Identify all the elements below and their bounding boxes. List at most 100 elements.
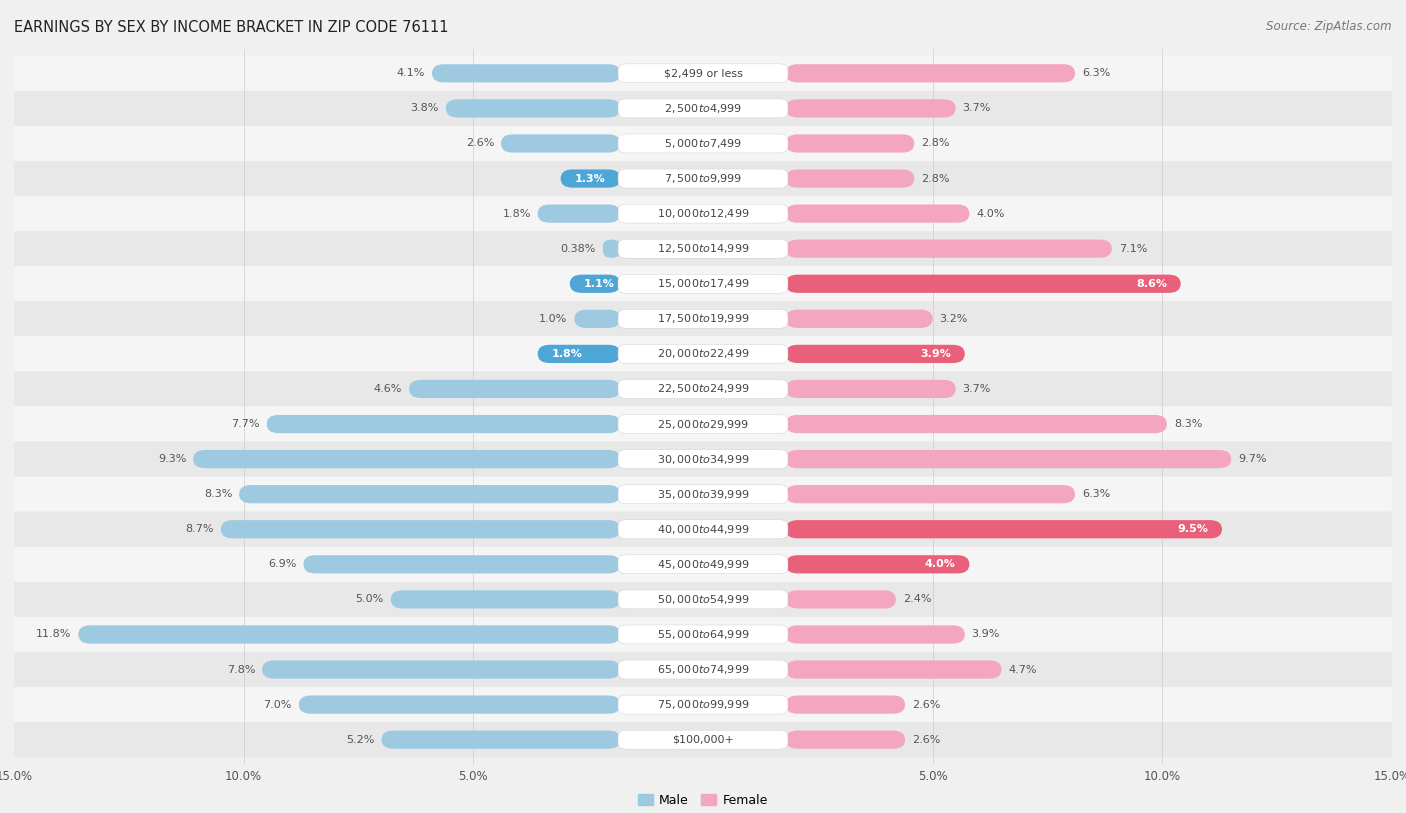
FancyBboxPatch shape bbox=[14, 687, 1392, 722]
Text: 2.4%: 2.4% bbox=[903, 594, 931, 604]
FancyBboxPatch shape bbox=[14, 56, 1392, 91]
FancyBboxPatch shape bbox=[221, 520, 620, 538]
FancyBboxPatch shape bbox=[193, 450, 620, 468]
FancyBboxPatch shape bbox=[786, 520, 1222, 538]
Text: 2.6%: 2.6% bbox=[465, 138, 494, 149]
FancyBboxPatch shape bbox=[619, 204, 787, 223]
FancyBboxPatch shape bbox=[14, 722, 1392, 757]
Text: $2,500 to $4,999: $2,500 to $4,999 bbox=[664, 102, 742, 115]
Text: $10,000 to $12,499: $10,000 to $12,499 bbox=[657, 207, 749, 220]
Text: $65,000 to $74,999: $65,000 to $74,999 bbox=[657, 663, 749, 676]
FancyBboxPatch shape bbox=[561, 169, 620, 188]
Text: 3.7%: 3.7% bbox=[963, 103, 991, 113]
Text: 8.7%: 8.7% bbox=[186, 524, 214, 534]
FancyBboxPatch shape bbox=[619, 380, 787, 398]
FancyBboxPatch shape bbox=[14, 511, 1392, 547]
Text: 5.2%: 5.2% bbox=[346, 735, 374, 745]
FancyBboxPatch shape bbox=[786, 380, 956, 398]
Text: 2.8%: 2.8% bbox=[921, 138, 949, 149]
FancyBboxPatch shape bbox=[619, 625, 787, 644]
Text: 1.8%: 1.8% bbox=[551, 349, 582, 359]
Text: 4.6%: 4.6% bbox=[374, 384, 402, 394]
Text: $45,000 to $49,999: $45,000 to $49,999 bbox=[657, 558, 749, 571]
FancyBboxPatch shape bbox=[619, 274, 787, 293]
FancyBboxPatch shape bbox=[14, 441, 1392, 476]
FancyBboxPatch shape bbox=[786, 450, 1232, 468]
FancyBboxPatch shape bbox=[786, 555, 969, 573]
Text: 3.8%: 3.8% bbox=[411, 103, 439, 113]
FancyBboxPatch shape bbox=[14, 302, 1392, 337]
FancyBboxPatch shape bbox=[619, 134, 787, 153]
Text: 8.6%: 8.6% bbox=[1136, 279, 1167, 289]
FancyBboxPatch shape bbox=[537, 345, 620, 363]
FancyBboxPatch shape bbox=[14, 547, 1392, 582]
Text: 9.7%: 9.7% bbox=[1239, 454, 1267, 464]
Text: 7.0%: 7.0% bbox=[263, 700, 292, 710]
Text: 4.0%: 4.0% bbox=[925, 559, 956, 569]
Text: $7,500 to $9,999: $7,500 to $9,999 bbox=[664, 172, 742, 185]
FancyBboxPatch shape bbox=[501, 134, 620, 153]
Text: 4.0%: 4.0% bbox=[976, 209, 1005, 219]
Text: EARNINGS BY SEX BY INCOME BRACKET IN ZIP CODE 76111: EARNINGS BY SEX BY INCOME BRACKET IN ZIP… bbox=[14, 20, 449, 35]
Text: 8.3%: 8.3% bbox=[204, 489, 232, 499]
Text: 1.1%: 1.1% bbox=[583, 279, 614, 289]
Text: $75,000 to $99,999: $75,000 to $99,999 bbox=[657, 698, 749, 711]
FancyBboxPatch shape bbox=[14, 406, 1392, 441]
Text: $30,000 to $34,999: $30,000 to $34,999 bbox=[657, 453, 749, 466]
FancyBboxPatch shape bbox=[299, 695, 620, 714]
Text: 7.8%: 7.8% bbox=[226, 664, 256, 675]
Text: $55,000 to $64,999: $55,000 to $64,999 bbox=[657, 628, 749, 641]
FancyBboxPatch shape bbox=[409, 380, 620, 398]
Text: $40,000 to $44,999: $40,000 to $44,999 bbox=[657, 523, 749, 536]
Text: 2.8%: 2.8% bbox=[921, 173, 949, 184]
Text: 1.0%: 1.0% bbox=[540, 314, 568, 324]
FancyBboxPatch shape bbox=[575, 310, 620, 328]
Text: $2,499 or less: $2,499 or less bbox=[664, 68, 742, 78]
Text: $5,000 to $7,499: $5,000 to $7,499 bbox=[664, 137, 742, 150]
Text: 2.6%: 2.6% bbox=[912, 700, 941, 710]
FancyBboxPatch shape bbox=[786, 134, 914, 153]
FancyBboxPatch shape bbox=[786, 345, 965, 363]
FancyBboxPatch shape bbox=[14, 266, 1392, 302]
FancyBboxPatch shape bbox=[432, 64, 620, 82]
FancyBboxPatch shape bbox=[619, 99, 787, 118]
FancyBboxPatch shape bbox=[619, 345, 787, 363]
FancyBboxPatch shape bbox=[14, 617, 1392, 652]
FancyBboxPatch shape bbox=[14, 161, 1392, 196]
FancyBboxPatch shape bbox=[619, 660, 787, 679]
FancyBboxPatch shape bbox=[786, 240, 1112, 258]
Text: 4.1%: 4.1% bbox=[396, 68, 425, 78]
FancyBboxPatch shape bbox=[381, 731, 620, 749]
Text: 6.9%: 6.9% bbox=[269, 559, 297, 569]
Text: $50,000 to $54,999: $50,000 to $54,999 bbox=[657, 593, 749, 606]
Text: $22,500 to $24,999: $22,500 to $24,999 bbox=[657, 382, 749, 395]
FancyBboxPatch shape bbox=[619, 450, 787, 468]
Text: 3.9%: 3.9% bbox=[920, 349, 950, 359]
FancyBboxPatch shape bbox=[786, 169, 914, 188]
FancyBboxPatch shape bbox=[79, 625, 620, 644]
FancyBboxPatch shape bbox=[786, 415, 1167, 433]
FancyBboxPatch shape bbox=[14, 231, 1392, 266]
Text: $20,000 to $22,499: $20,000 to $22,499 bbox=[657, 347, 749, 360]
FancyBboxPatch shape bbox=[619, 590, 787, 609]
FancyBboxPatch shape bbox=[391, 590, 620, 608]
FancyBboxPatch shape bbox=[262, 660, 620, 679]
FancyBboxPatch shape bbox=[619, 695, 787, 714]
FancyBboxPatch shape bbox=[603, 240, 620, 258]
Legend: Male, Female: Male, Female bbox=[633, 789, 773, 811]
FancyBboxPatch shape bbox=[786, 310, 932, 328]
FancyBboxPatch shape bbox=[304, 555, 620, 573]
FancyBboxPatch shape bbox=[786, 625, 965, 644]
FancyBboxPatch shape bbox=[619, 730, 787, 749]
FancyBboxPatch shape bbox=[786, 205, 969, 223]
Text: 3.2%: 3.2% bbox=[939, 314, 967, 324]
FancyBboxPatch shape bbox=[786, 590, 896, 608]
Text: Source: ZipAtlas.com: Source: ZipAtlas.com bbox=[1267, 20, 1392, 33]
FancyBboxPatch shape bbox=[239, 485, 620, 503]
Text: 11.8%: 11.8% bbox=[37, 629, 72, 640]
FancyBboxPatch shape bbox=[786, 64, 1076, 82]
Text: 9.3%: 9.3% bbox=[157, 454, 186, 464]
FancyBboxPatch shape bbox=[14, 91, 1392, 126]
Text: $17,500 to $19,999: $17,500 to $19,999 bbox=[657, 312, 749, 325]
FancyBboxPatch shape bbox=[446, 99, 620, 118]
